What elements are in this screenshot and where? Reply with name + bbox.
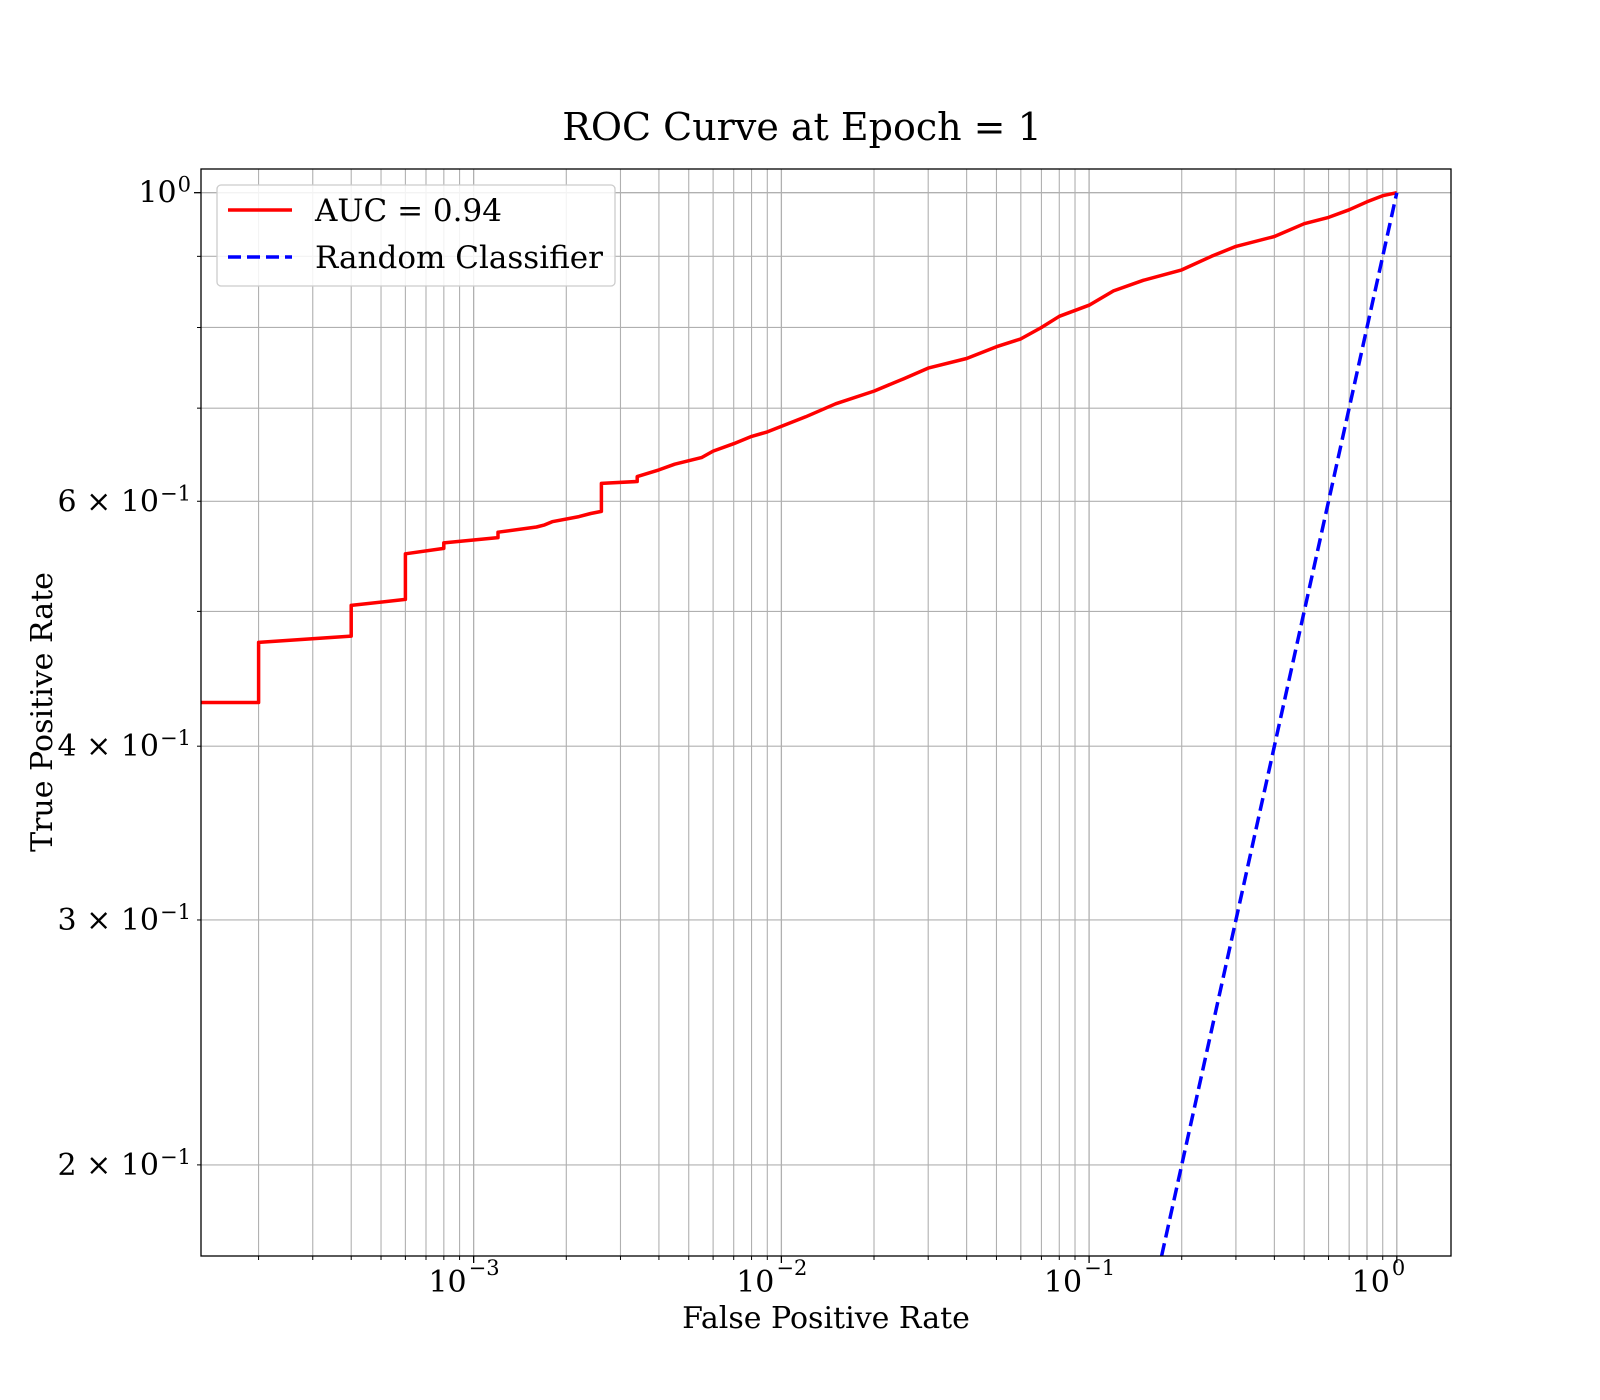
minor-gridlines bbox=[201, 169, 1451, 1256]
y-tick-exponent: −1 bbox=[160, 726, 191, 750]
series-line-1 bbox=[1159, 192, 1399, 1257]
x-tick-base: 10 bbox=[1044, 1265, 1082, 1300]
x-tick-base: 10 bbox=[428, 1265, 466, 1300]
x-tick-label: 10 −2 bbox=[736, 1256, 807, 1300]
x-tick-exponent: −1 bbox=[1084, 1256, 1115, 1280]
y-tick-label: 010 bbox=[138, 173, 191, 211]
y-tick-exponent: −1 bbox=[160, 1145, 191, 1169]
y-tick-base: 2 × 10 bbox=[58, 1148, 159, 1183]
y-tick-exponent: −1 bbox=[160, 481, 191, 505]
x-tick-exponent: −3 bbox=[469, 1256, 500, 1280]
chart-title: ROC Curve at Epoch = 1 bbox=[562, 105, 1042, 149]
x-tick-exponent: −2 bbox=[776, 1256, 807, 1280]
x-tick-base: 10 bbox=[1352, 1265, 1390, 1300]
legend-box bbox=[216, 184, 616, 287]
y-tick-base: 4 × 10 bbox=[58, 729, 159, 764]
x-tick-label: 10 0 bbox=[1352, 1256, 1406, 1300]
y-tick-label: −12 × 10 bbox=[58, 1145, 191, 1183]
series-line-0 bbox=[201, 190, 1398, 705]
y-tick-label: −13 × 10 bbox=[58, 900, 191, 938]
plot-frame bbox=[200, 168, 1452, 1257]
y-tick-label: −16 × 10 bbox=[58, 481, 191, 519]
legend-label-random: Random Classifier bbox=[315, 240, 603, 276]
y-tick-base: 3 × 10 bbox=[58, 903, 159, 938]
legend: AUC = 0.94 Random Classifier bbox=[216, 184, 616, 287]
x-tick-exponent: 0 bbox=[1392, 1256, 1405, 1280]
y-tick-base: 10 bbox=[138, 176, 176, 211]
y-axis-label: True Positive Rate bbox=[25, 572, 60, 852]
y-tick-exponent: 0 bbox=[178, 173, 191, 197]
y-tick-label: −14 × 10 bbox=[58, 726, 191, 764]
y-tick-base: 6 × 10 bbox=[58, 484, 159, 519]
legend-label-auc: AUC = 0.94 bbox=[314, 193, 502, 229]
y-axis-ticks: 010−16 × 10−14 × 10−13 × 10−12 × 10 bbox=[58, 173, 201, 1183]
x-axis-label: False Positive Rate bbox=[682, 1301, 970, 1336]
x-tick-label: 10 −3 bbox=[428, 1256, 499, 1300]
x-tick-label: 10 −1 bbox=[1044, 1256, 1115, 1300]
y-tick-exponent: −1 bbox=[160, 900, 191, 924]
series-layer bbox=[201, 190, 1399, 1257]
x-axis-ticks: 10 −3 10 −2 10 −1 10 0 bbox=[258, 1256, 1406, 1300]
major-gridlines bbox=[201, 169, 1451, 1256]
x-tick-base: 10 bbox=[736, 1265, 774, 1300]
